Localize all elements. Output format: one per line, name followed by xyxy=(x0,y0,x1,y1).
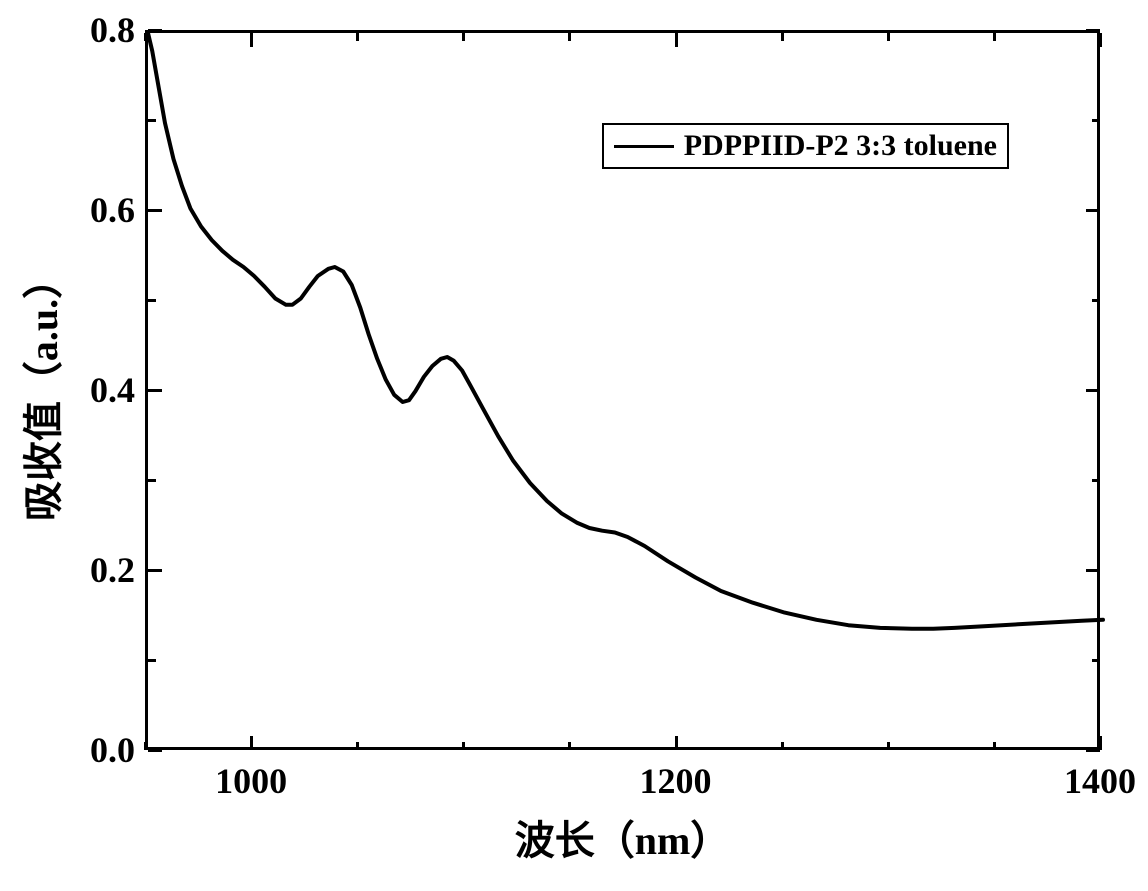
y-tick-label: 0.6 xyxy=(90,189,135,231)
y-tick-label: 0.0 xyxy=(90,729,135,771)
plot-area: PDPPIID-P2 3:3 toluene xyxy=(145,30,1100,750)
y-tick-label: 0.4 xyxy=(90,369,135,411)
legend-text: PDPPIID-P2 3:3 toluene xyxy=(684,129,997,163)
x-tick-label: 1200 xyxy=(640,760,712,802)
x-tick-label: 1000 xyxy=(215,760,287,802)
y-axis-label: 吸收值（a.u.） xyxy=(11,259,69,521)
absorption-chart: PDPPIID-P2 3:3 toluene 0.0 0.2 0.4 0.6 0.8 1… xyxy=(0,0,1148,891)
legend: PDPPIID-P2 3:3 toluene xyxy=(602,123,1009,169)
x-axis-label: 波长（nm） xyxy=(515,808,731,866)
y-tick-label: 0.8 xyxy=(90,9,135,51)
x-tick-label: 1400 xyxy=(1064,760,1136,802)
y-tick-label: 0.2 xyxy=(90,549,135,591)
legend-line-sample xyxy=(614,145,674,148)
